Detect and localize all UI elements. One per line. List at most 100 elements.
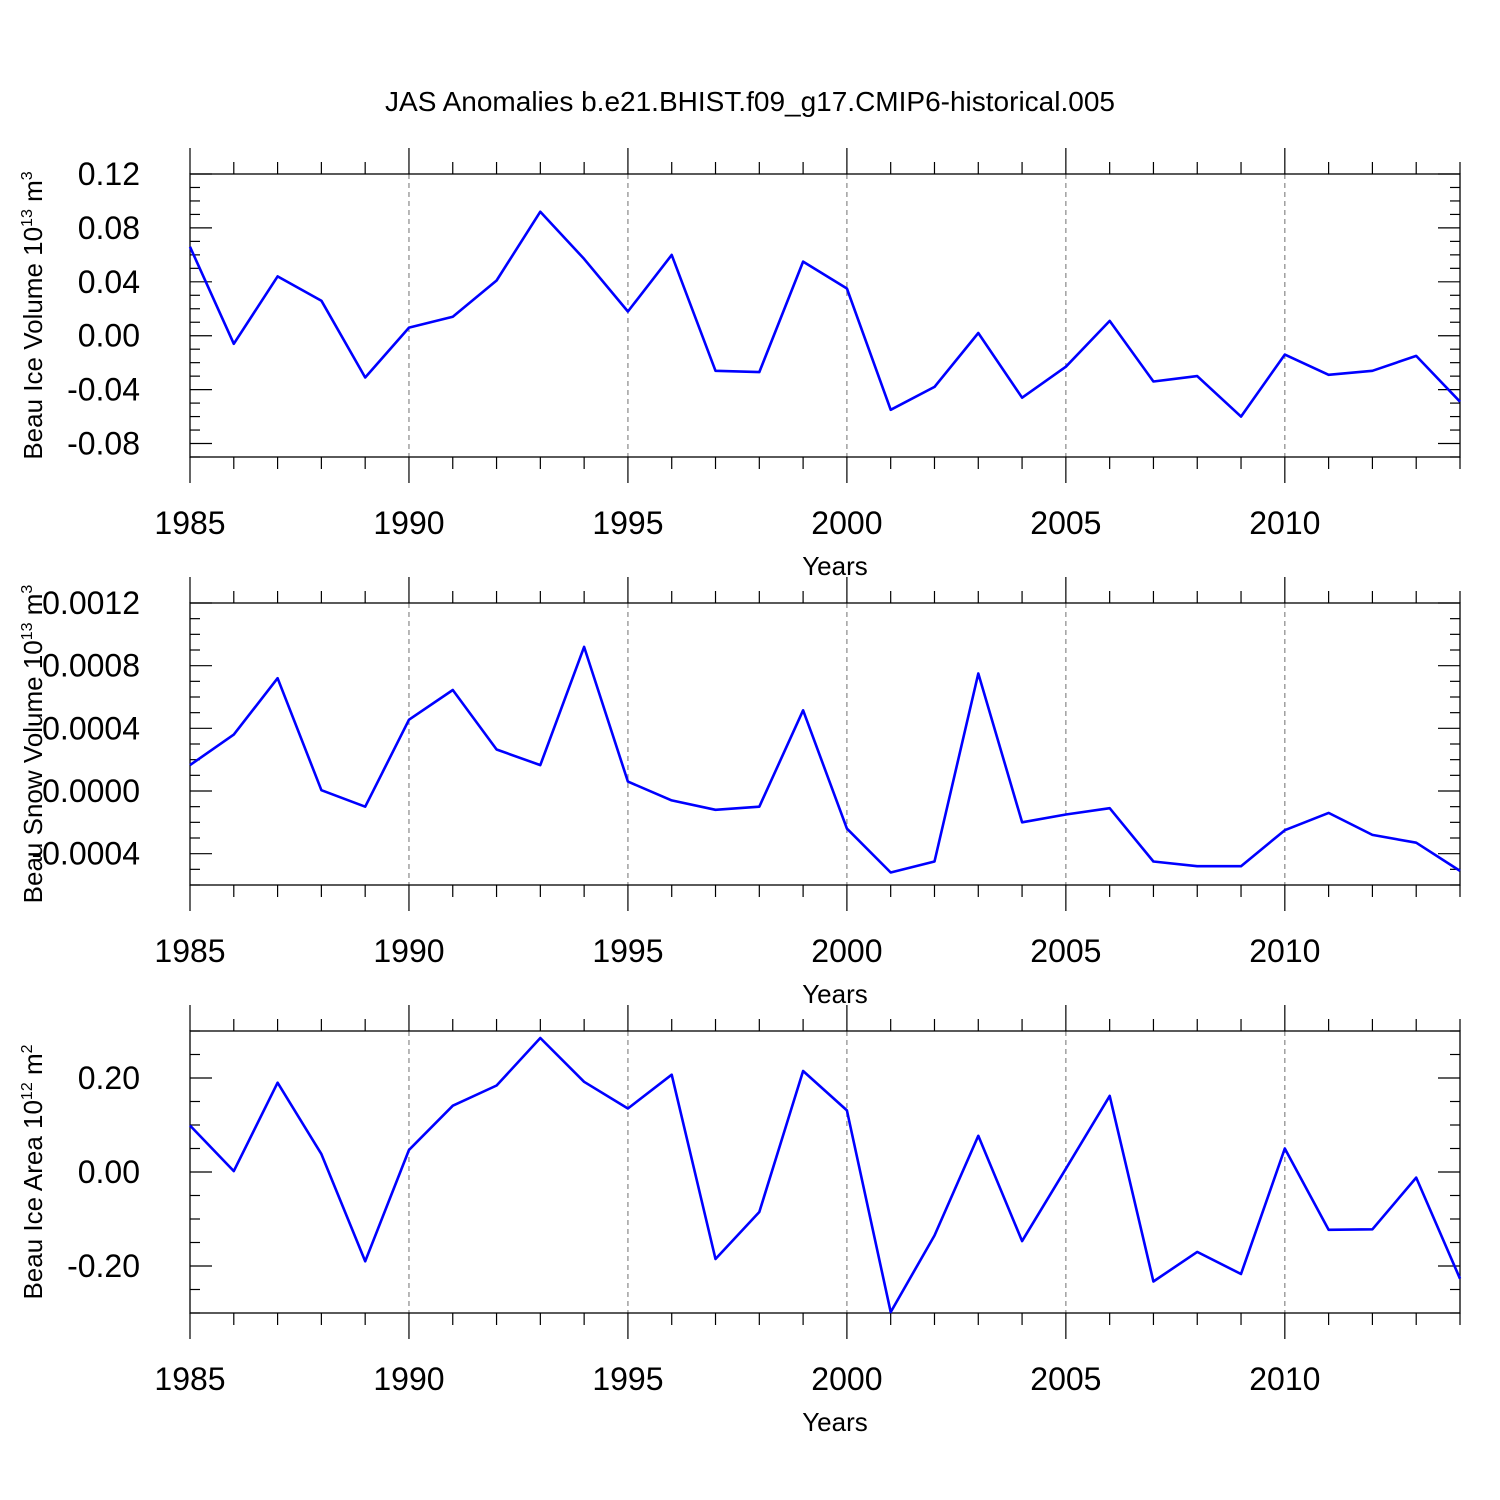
data-point <box>583 1081 585 1083</box>
data-point <box>1152 381 1154 383</box>
data-point <box>627 310 629 312</box>
x-tick-label: 1995 <box>592 505 663 541</box>
data-point <box>846 828 848 830</box>
y-tick-label: 0.08 <box>78 210 140 246</box>
y-tick-label: -0.0004 <box>31 836 140 872</box>
data-point <box>1415 1177 1417 1179</box>
plot-frame <box>189 173 1461 458</box>
y-tick-label: -0.20 <box>67 1248 140 1284</box>
data-point <box>802 261 804 263</box>
y-tick-label: 0.0012 <box>42 585 140 621</box>
data-point <box>452 316 454 318</box>
data-point <box>277 275 279 277</box>
data-point <box>189 764 191 766</box>
data-point <box>933 861 935 863</box>
data-point <box>496 748 498 750</box>
data-point <box>1152 1281 1154 1283</box>
data-point <box>802 1070 804 1072</box>
y-axis-label: Beau Ice Area 1012 m2 <box>18 1044 48 1299</box>
data-point <box>890 409 892 411</box>
x-tick-label: 1985 <box>154 505 225 541</box>
data-point <box>189 1124 191 1126</box>
data-point <box>671 799 673 801</box>
x-axis-label: Years <box>802 551 868 581</box>
data-point <box>233 734 235 736</box>
data-point <box>1196 375 1198 377</box>
x-tick-label: 2005 <box>1030 1361 1101 1397</box>
data-point <box>671 254 673 256</box>
data-point <box>452 1105 454 1107</box>
data-point <box>539 764 541 766</box>
data-point <box>1284 1148 1286 1150</box>
data-point <box>846 1109 848 1111</box>
data-point <box>233 1170 235 1172</box>
data-point <box>364 376 366 378</box>
x-tick-label: 2005 <box>1030 933 1101 969</box>
data-point <box>408 327 410 329</box>
data-point <box>1021 1240 1023 1242</box>
data-point <box>1109 320 1111 322</box>
data-point <box>1021 821 1023 823</box>
x-tick-label: 2005 <box>1030 505 1101 541</box>
data-point <box>1196 1251 1198 1253</box>
data-point <box>802 709 804 711</box>
data-point <box>1240 416 1242 418</box>
data-point <box>189 246 191 248</box>
data-point <box>320 1153 322 1155</box>
data-point <box>408 1149 410 1151</box>
data-point <box>1328 812 1330 814</box>
y-tick-label: 0.0000 <box>42 773 140 809</box>
data-point <box>977 332 979 334</box>
x-tick-label: 2000 <box>811 505 882 541</box>
y-axis-label: Beau Snow Volume 1013 m3 <box>18 585 48 904</box>
x-tick-label: 2010 <box>1249 1361 1320 1397</box>
data-point <box>627 781 629 783</box>
x-tick-label: 1990 <box>373 1361 444 1397</box>
data-point <box>1152 861 1154 863</box>
x-tick-label: 2000 <box>811 933 882 969</box>
x-tick-label: 1985 <box>154 933 225 969</box>
data-point <box>758 806 760 808</box>
data-point <box>496 279 498 281</box>
data-point <box>1328 374 1330 376</box>
data-point <box>583 258 585 260</box>
data-point <box>233 343 235 345</box>
y-tick-label: 0.04 <box>78 264 140 300</box>
data-point <box>496 1085 498 1087</box>
x-tick-label: 1990 <box>373 933 444 969</box>
data-point <box>320 789 322 791</box>
data-point <box>1371 1228 1373 1230</box>
data-point <box>1284 354 1286 356</box>
y-tick-label: 0.00 <box>78 1154 140 1190</box>
data-point <box>1415 355 1417 357</box>
data-point <box>933 386 935 388</box>
series-line <box>189 645 1461 874</box>
data-point <box>1065 366 1067 368</box>
y-tick-label: 0.0004 <box>42 710 140 746</box>
data-point <box>1415 842 1417 844</box>
data-point <box>320 300 322 302</box>
data-point <box>539 211 541 213</box>
data-point <box>1371 834 1373 836</box>
data-point <box>977 673 979 675</box>
data-point <box>452 689 454 691</box>
y-tick-label: 0.00 <box>78 318 140 354</box>
y-tick-label: 0.12 <box>78 156 140 192</box>
data-point <box>758 1211 760 1213</box>
data-point <box>890 871 892 873</box>
plot-frame <box>189 1030 1461 1314</box>
x-tick-label: 2000 <box>811 1361 882 1397</box>
data-point <box>977 1135 979 1137</box>
x-tick-label: 1995 <box>592 1361 663 1397</box>
data-point <box>1109 807 1111 809</box>
data-point <box>627 1108 629 1110</box>
data-point <box>277 1082 279 1084</box>
x-axis-label: Years <box>802 1407 868 1437</box>
data-point <box>1459 1278 1461 1280</box>
y-tick-label: 0.0008 <box>42 648 140 684</box>
data-point <box>933 1234 935 1236</box>
data-point <box>408 719 410 721</box>
series-line <box>189 1036 1462 1314</box>
data-point <box>671 1074 673 1076</box>
